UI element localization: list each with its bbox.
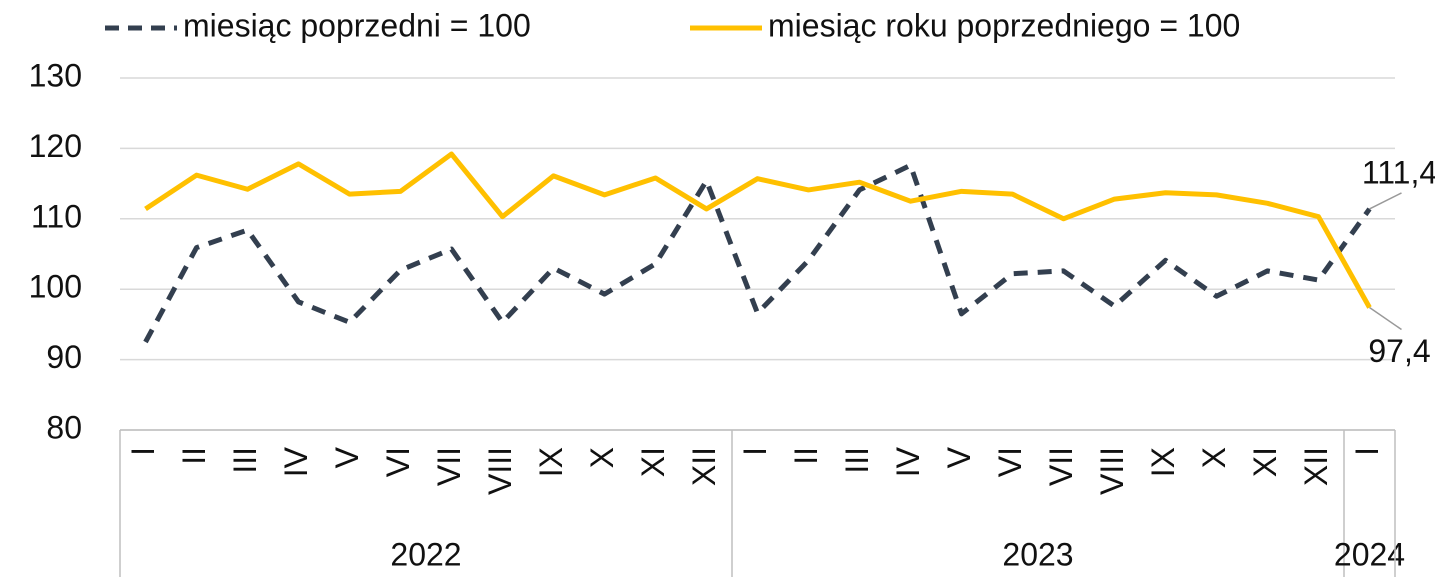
x-tick-label: X [1196, 447, 1232, 468]
x-tick-label: IV [278, 446, 314, 477]
x-tick-label: XI [635, 447, 671, 477]
x-tick-label: VI [992, 447, 1028, 477]
x-tick-label: V [329, 446, 365, 468]
data-label: 111,4 [1362, 154, 1435, 190]
x-tick-label: VII [1043, 447, 1079, 486]
series-line [143, 162, 1372, 344]
year-label: 2022 [390, 536, 461, 572]
y-tick-label: 130 [29, 57, 82, 93]
x-tick-label: VIII [482, 447, 518, 495]
y-tick-label: 80 [46, 409, 82, 445]
x-tick-label: IV [890, 446, 926, 477]
x-tick-label: I [737, 447, 773, 456]
data-label: 97,4 [1368, 333, 1430, 369]
legend-label: miesiąc poprzedni = 100 [183, 7, 531, 43]
label-leader [1369, 192, 1402, 210]
label-leader [1369, 306, 1402, 331]
x-tick-label: V [941, 446, 977, 468]
y-tick-label: 90 [46, 339, 82, 375]
year-label: 2024 [1334, 536, 1405, 572]
x-tick-label: I [125, 447, 161, 456]
year-label: 2023 [1002, 536, 1073, 572]
x-tick-label: I [1349, 447, 1385, 456]
x-tick-label: XI [1247, 447, 1283, 477]
x-tick-label: III [227, 447, 263, 474]
y-tick-label: 110 [31, 198, 82, 234]
series-line [144, 151, 1372, 309]
legend-label: miesiąc roku poprzedniego = 100 [768, 7, 1240, 43]
x-tick-label: XII [1298, 447, 1334, 486]
x-tick-label: X [584, 447, 620, 468]
x-tick-label: III [839, 447, 875, 474]
y-tick-label: 100 [29, 269, 82, 305]
x-tick-label: VII [431, 447, 467, 486]
x-tick-label: VIII [1094, 447, 1130, 495]
x-tick-label: II [788, 447, 824, 465]
x-tick-label: IX [1145, 447, 1181, 477]
x-tick-label: IX [533, 447, 569, 477]
x-tick-label: II [176, 447, 212, 465]
y-tick-label: 120 [29, 128, 82, 164]
x-tick-label: VI [380, 447, 416, 477]
x-tick-label: XII [686, 447, 722, 486]
